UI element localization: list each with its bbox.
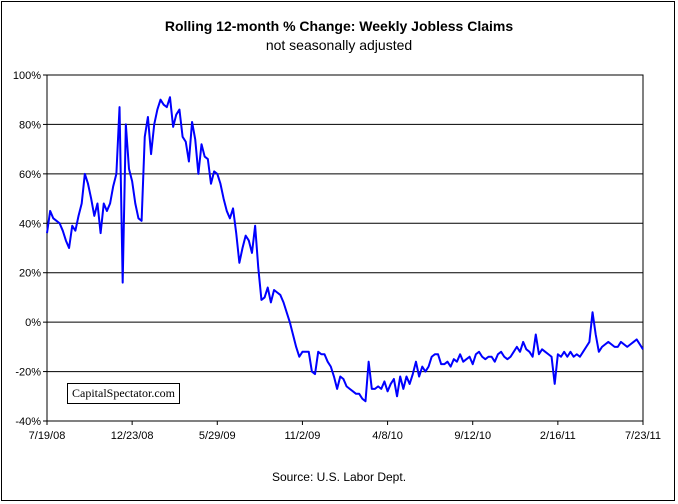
source-note: Source: U.S. Labor Dept. — [271, 470, 407, 484]
x-tick-label: 7/19/08 — [29, 430, 66, 442]
y-tick-label: 40% — [19, 218, 41, 230]
y-tick-label: -40% — [15, 416, 41, 428]
x-tick-label: 4/8/10 — [372, 430, 403, 442]
y-tick-label: -20% — [15, 367, 41, 379]
y-tick-label: 0% — [25, 317, 41, 329]
series-line — [46, 96, 644, 403]
x-tick-label: 11/2/09 — [284, 430, 320, 442]
x-tick-label: 5/29/09 — [199, 430, 236, 442]
x-tick-label: 9/12/10 — [454, 430, 491, 442]
chart-title: Rolling 12-month % Change: Weekly Jobles… — [164, 18, 514, 34]
y-tick-label: 60% — [19, 169, 41, 181]
x-tick-label: 12/23/08 — [111, 430, 154, 442]
watermark-label: CapitalSpectator.com — [67, 383, 180, 404]
x-axis-ticks: 7/19/08 12/23/08 5/29/09 11/2/09 4/8/10 9/12/… — [29, 421, 661, 442]
y-tick-label: 20% — [19, 268, 41, 280]
chart-subtitle: not seasonally adjusted — [265, 37, 413, 53]
series-layer — [46, 96, 644, 403]
plot-area — [46, 74, 644, 422]
y-axis-ticks: -40% -20% 0% 20% 40% 60% 80% 100% — [13, 70, 47, 428]
x-tick-label: 2/16/11 — [540, 430, 576, 442]
y-tick-label: 100% — [13, 70, 41, 82]
x-tick-label: 7/23/11 — [625, 430, 661, 442]
y-tick-label: 80% — [19, 119, 41, 131]
